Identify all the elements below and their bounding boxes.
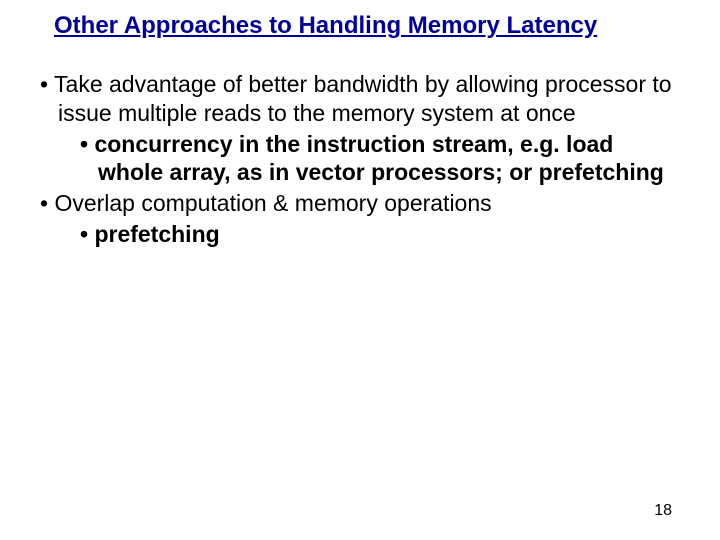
slide: Other Approaches to Handling Memory Late… bbox=[0, 0, 720, 540]
slide-body: • Take advantage of better bandwidth by … bbox=[40, 70, 680, 251]
bullet-2-sub-1: • prefetching bbox=[40, 220, 680, 249]
bullet-2: • Overlap computation & memory operation… bbox=[40, 189, 680, 218]
bullet-1-sub-1: • concurrency in the instruction stream,… bbox=[40, 130, 680, 188]
slide-title: Other Approaches to Handling Memory Late… bbox=[54, 12, 700, 41]
page-number: 18 bbox=[654, 502, 672, 520]
bullet-1: • Take advantage of better bandwidth by … bbox=[40, 70, 680, 128]
